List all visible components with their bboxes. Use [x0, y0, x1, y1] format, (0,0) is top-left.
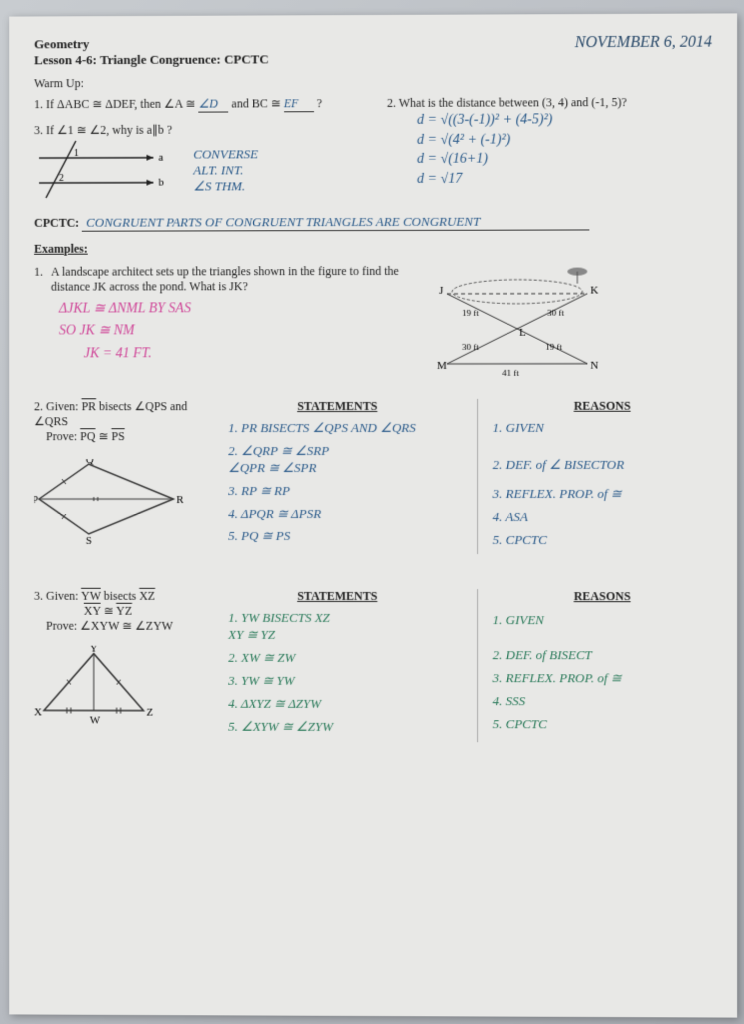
warmup-right: 2. What is the distance between (3, 4) a… — [387, 95, 712, 202]
svg-text:S: S — [86, 535, 92, 544]
svg-text:Y: Y — [90, 646, 98, 655]
ex1-work: ΔJKL ≅ ΔNML BY SAS SO JK ≅ NM JK = 41 FT… — [59, 298, 417, 366]
examples-label: Examples: — [34, 240, 712, 257]
q1-answer1: ∠D — [199, 97, 229, 113]
triangle-diagram: Y X Z W — [34, 646, 163, 726]
ex3-statements: STATEMENTS 1. YW BISECTS XZ XY ≅ YZ 2. X… — [228, 589, 446, 742]
svg-text:J: J — [439, 285, 444, 297]
svg-text:L: L — [519, 327, 526, 339]
kite-diagram: Q P R S — [34, 459, 183, 544]
q1-answer2: EF — [284, 96, 314, 112]
warmup-q2: 2. What is the distance between (3, 4) a… — [387, 95, 712, 111]
ex3-proof-cols: STATEMENTS 1. YW BISECTS XZ XY ≅ YZ 2. X… — [228, 589, 712, 742]
example-2: 2. Given: PR PR bisects ∠QPS and ∠QRSbis… — [34, 399, 712, 555]
svg-text:Z: Z — [146, 707, 153, 719]
date-handwritten: NOVEMBER 6, 2014 — [575, 34, 712, 53]
course-title: Geometry — [34, 35, 269, 52]
lesson-title: Lesson 4-6: Triangle Congruence: CPCTC — [34, 51, 269, 68]
parallel-lines-diagram: 1 2 a b — [34, 138, 173, 203]
cpctc-line: CPCTC: CONGRUENT PARTS OF CONGRUENT TRIA… — [34, 213, 712, 232]
svg-text:a: a — [158, 152, 163, 164]
svg-text:19 ft: 19 ft — [462, 308, 479, 318]
example-3: 3. Given: YW bisects XZ XY ≅ YZ Prove: ∠… — [34, 589, 712, 742]
ex2-given: 2. Given: PR PR bisects ∠QPS and ∠QRSbis… — [34, 399, 213, 554]
svg-text:N: N — [590, 360, 598, 372]
ex2-reasons: REASONS 1. GIVEN 2. DEF. of ∠ BISECTOR 3… — [477, 399, 712, 555]
warmup-q3: 3. If ∠1 ≅ ∠2, why is a∥b ? — [34, 122, 357, 138]
svg-text:K: K — [590, 285, 598, 297]
worksheet-paper: Geometry Lesson 4-6: Triangle Congruence… — [9, 13, 737, 1017]
q3-notes: CONVERSE ALT. INT. ∠S THM. — [193, 146, 258, 194]
ex2-statements: STATEMENTS 1. PR BISECTS ∠QPS AND ∠QRS 2… — [228, 399, 446, 555]
svg-text:M: M — [437, 360, 447, 372]
svg-text:W: W — [90, 715, 101, 726]
ex3-given: 3. Given: YW bisects XZ XY ≅ YZ Prove: ∠… — [34, 589, 213, 741]
ex1-figure: J K L M N 19 ft 30 ft 30 ft 19 ft 41 ft — [437, 263, 712, 379]
title-block: Geometry Lesson 4-6: Triangle Congruence… — [34, 35, 269, 68]
svg-text:R: R — [176, 494, 183, 506]
header-row: Geometry Lesson 4-6: Triangle Congruence… — [34, 34, 712, 69]
svg-text:X: X — [34, 707, 42, 719]
example-1: 1. A landscape architect sets up the tri… — [34, 263, 712, 379]
warmup-row: 1. If ΔABC ≅ ΔDEF, then ∠A ≅ ∠D and BC ≅… — [34, 95, 712, 203]
q2-work: d = √((3-(-1))² + (4-5)²) d = √(4² + (-1… — [417, 110, 712, 189]
svg-text:30 ft: 30 ft — [462, 342, 479, 352]
svg-text:2: 2 — [59, 173, 64, 184]
svg-text:1: 1 — [74, 148, 79, 159]
warmup-label: Warm Up: — [34, 74, 712, 92]
warmup-q1: 1. If ΔABC ≅ ΔDEF, then ∠A ≅ ∠D and BC ≅… — [34, 96, 357, 113]
svg-text:41 ft: 41 ft — [502, 368, 519, 378]
svg-text:30 ft: 30 ft — [547, 308, 564, 318]
warmup-left: 1. If ΔABC ≅ ΔDEF, then ∠A ≅ ∠D and BC ≅… — [34, 96, 357, 203]
svg-text:P: P — [34, 494, 38, 506]
svg-text:b: b — [158, 177, 164, 189]
cpctc-definition: CONGRUENT PARTS OF CONGRUENT TRIANGLES A… — [82, 213, 590, 231]
ex2-proof-cols: STATEMENTS 1. PR BISECTS ∠QPS AND ∠QRS 2… — [228, 399, 712, 555]
ex3-reasons: REASONS 1. GIVEN 2. DEF. of BISECT 3. RE… — [477, 590, 712, 743]
svg-text:19 ft: 19 ft — [545, 342, 562, 352]
svg-text:Q: Q — [86, 459, 94, 466]
ex1-text: 1. A landscape architect sets up the tri… — [34, 264, 417, 380]
